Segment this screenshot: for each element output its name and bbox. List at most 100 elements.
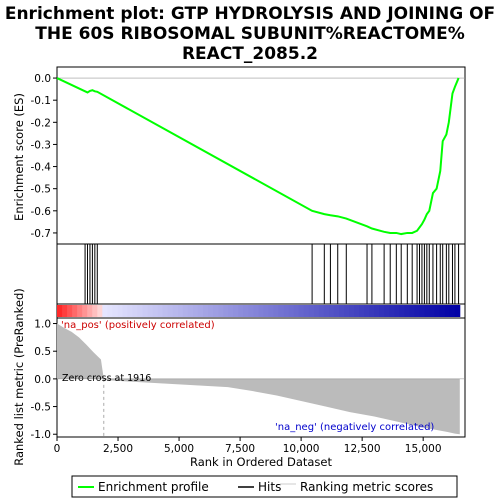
color-bar-segment xyxy=(308,305,315,317)
color-bar-segment xyxy=(434,305,441,317)
color-bar-segment xyxy=(223,305,229,317)
color-bar-segment xyxy=(172,305,179,317)
color-bar-segment xyxy=(182,305,189,317)
es-tick-label: -0.3 xyxy=(31,139,52,151)
annotation-na-pos: 'na_pos' (positively correlated) xyxy=(61,320,215,331)
color-bar-segment xyxy=(192,305,199,317)
es-tick-label: -0.1 xyxy=(31,95,52,107)
color-bar-segment xyxy=(177,305,184,317)
color-bar-segment xyxy=(112,305,118,317)
color-bar-segment xyxy=(122,305,128,317)
chart-title-line-1: Enrichment plot: GTP HYDROLYSIS AND JOIN… xyxy=(5,4,495,24)
color-bar-segment xyxy=(97,305,103,317)
color-bar-segment xyxy=(208,305,214,317)
metric-y-axis-label: Ranked list metric (PreRanked) xyxy=(12,288,26,466)
es-tick-label: -0.4 xyxy=(31,162,52,174)
color-bar-segment xyxy=(429,305,436,317)
color-bar-segment xyxy=(147,305,154,317)
color-bar-segment xyxy=(394,305,400,317)
chart-title-line-2: THE 60S RIBOSOMAL SUBUNIT%REACTOME% xyxy=(35,24,464,44)
color-bar-segment xyxy=(374,305,380,317)
color-bar-segment xyxy=(439,305,446,317)
color-bar-segment xyxy=(288,305,295,317)
color-bar-segment xyxy=(228,305,234,317)
color-bar-segment xyxy=(298,305,305,317)
x-tick-label: 0 xyxy=(54,443,61,455)
metric-tick-label: 1.0 xyxy=(34,319,51,331)
ranked-metric-area xyxy=(57,323,465,437)
color-bar-segment xyxy=(132,305,139,317)
es-tick-label: -0.2 xyxy=(31,117,52,129)
color-bar-segment xyxy=(77,305,83,317)
color-bar-segment xyxy=(213,305,219,317)
color-bar-segment xyxy=(333,305,340,317)
color-bar-segment xyxy=(258,305,264,317)
color-bar-segment xyxy=(379,305,385,317)
es-tick-label: -0.5 xyxy=(31,184,52,196)
annotation-zero-cross: Zero cross at 1916 xyxy=(62,373,151,384)
es-tick-label: -0.7 xyxy=(31,228,52,240)
chart-title-line-3: REACT_2085.2 xyxy=(182,44,318,64)
x-tick-label: 2,500 xyxy=(103,443,133,455)
color-bar-segment xyxy=(137,305,144,317)
color-bar-segment xyxy=(369,305,375,317)
color-bar-segment xyxy=(167,305,174,317)
color-bar-segment xyxy=(404,305,410,317)
color-bar-segment xyxy=(283,305,290,317)
color-bar-segment xyxy=(354,305,360,317)
color-bar-segment xyxy=(384,305,390,317)
color-bar-segment xyxy=(157,305,164,317)
color-bar-segment xyxy=(328,305,335,317)
color-bar-segment xyxy=(318,305,325,317)
es-y-axis-label: Enrichment score (ES) xyxy=(12,93,26,221)
color-bar-segment xyxy=(268,305,275,317)
color-bar-segment xyxy=(67,305,73,317)
x-tick-label: 5,000 xyxy=(164,443,194,455)
metric-tick-label: 0.0 xyxy=(34,374,51,386)
metric-tick-label: 0.5 xyxy=(34,346,51,358)
color-bar-segment xyxy=(399,305,405,317)
color-bar-segment xyxy=(349,305,355,317)
x-tick-label: 10,000 xyxy=(283,443,320,455)
color-bar-segment xyxy=(278,305,285,317)
color-bar-segment xyxy=(303,305,310,317)
color-bar-segment xyxy=(197,305,204,317)
color-bar-segment xyxy=(364,305,370,317)
color-bar-segment xyxy=(343,305,350,317)
color-bar-segment xyxy=(203,305,209,317)
color-bar-segment xyxy=(162,305,169,317)
color-bar-segment xyxy=(313,305,320,317)
color-bar-segment xyxy=(82,305,88,317)
metric-tick-label: -0.5 xyxy=(31,402,52,414)
color-bar-segment xyxy=(444,305,451,317)
color-bar-segment xyxy=(117,305,123,317)
hits-panel-frame xyxy=(56,243,466,305)
color-bar-segment xyxy=(233,305,239,317)
color-bar-segment xyxy=(107,305,113,317)
color-bar-segment xyxy=(87,305,93,317)
color-bar-segment xyxy=(409,305,415,317)
axes: 0.0 -0.1 -0.2 -0.3 -0.4 -0.5 -0.6 -0.7 1.0 0.5 0.0… xyxy=(31,73,442,455)
color-bar-segment xyxy=(449,305,456,317)
hits-panel xyxy=(84,244,460,304)
color-bar-segment xyxy=(414,305,421,317)
color-bar-segment xyxy=(238,305,244,317)
metric-tick-label: -1.0 xyxy=(31,429,52,441)
color-bar-segment xyxy=(92,305,98,317)
color-bar-segment xyxy=(359,305,365,317)
color-bar-segment xyxy=(62,305,68,317)
color-bar-segment xyxy=(419,305,426,317)
legend-box xyxy=(71,475,458,498)
ranking-color-bar xyxy=(57,305,461,317)
color-bar-segment xyxy=(152,305,159,317)
annotation-na-neg: 'na_neg' (negatively correlated) xyxy=(275,422,434,433)
x-axis-label: Rank in Ordered Dataset xyxy=(190,455,333,469)
enrichment-profile-panel xyxy=(56,77,465,236)
color-bar-segment xyxy=(248,305,254,317)
es-panel-frame xyxy=(56,66,466,245)
enrichment-profile-line xyxy=(56,77,460,236)
color-bar-segment xyxy=(72,305,78,317)
color-bar-segment xyxy=(338,305,345,317)
x-tick-label: 7,500 xyxy=(225,443,255,455)
